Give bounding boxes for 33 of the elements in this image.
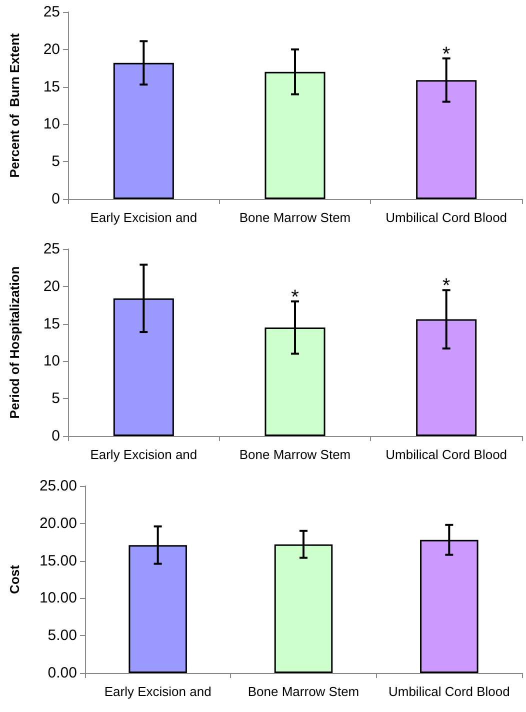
x-tick-label: Bone Marrow Stem [239, 447, 351, 462]
y-tick-label: 25 [43, 240, 60, 258]
x-tick-label: Bone Marrow Stem [239, 210, 351, 225]
y-tick-label: 10 [43, 352, 60, 370]
y-tick-label: 0.00 [48, 664, 77, 682]
y-tick-label: 5 [52, 153, 60, 170]
x-tick-label: Umbilical Cord Blood [388, 684, 510, 699]
x-tick-label: Bone Marrow Stem [248, 684, 360, 699]
y-tick-label: 5.00 [48, 627, 77, 644]
y-tick-label: 10.00 [39, 590, 77, 607]
y-tick-label: 20 [43, 40, 60, 58]
y-tick-label: 15 [43, 78, 60, 96]
y-axis-title: Period of Hospitalization [7, 266, 22, 419]
x-tick-label: Early Excision and [90, 210, 198, 225]
y-tick-label: 5 [52, 390, 60, 408]
y-tick-label: 0 [52, 190, 60, 208]
x-tick-label: Umbilical Cord Blood [386, 210, 508, 225]
x-tick-label: Umbilical Cord Blood [386, 447, 508, 462]
annotation: * [442, 275, 450, 298]
y-tick-label: 15 [43, 315, 60, 332]
y-tick-label: 25.00 [39, 478, 77, 494]
x-tick-label: Early Excision and [90, 447, 198, 462]
y-tick-label: 20 [43, 278, 60, 295]
y-axis-title: Percent of Burn Extent [7, 32, 22, 178]
y-axis-title: Cost [7, 564, 22, 594]
y-tick-label: 0 [52, 428, 60, 444]
y-tick-label: 15.00 [39, 552, 77, 570]
annotation: * [291, 286, 300, 308]
y-tick-label: 20.00 [39, 514, 77, 532]
y-tick-label: 10 [43, 116, 60, 133]
x-tick-label: Early Excision and [104, 684, 212, 699]
y-tick-label: 25 [43, 4, 60, 20]
annotation: * [442, 43, 450, 66]
